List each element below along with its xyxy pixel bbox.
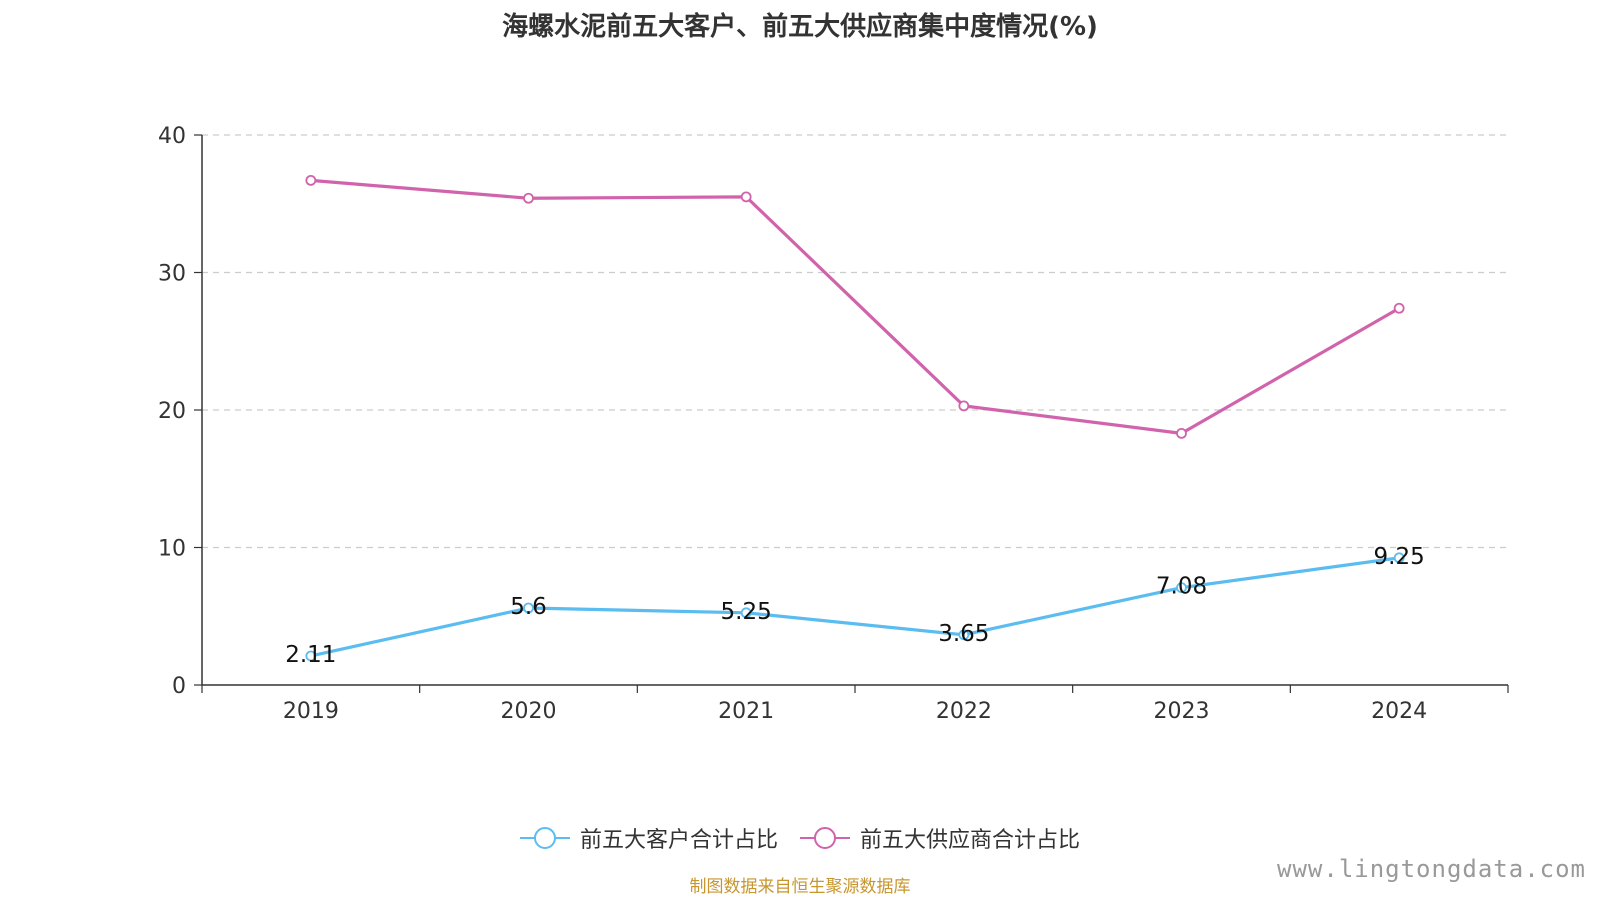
series-1-point-2021: [740, 191, 752, 203]
y-tick-label-40: 40: [158, 124, 186, 149]
source-note: 制图数据来自恒生聚源数据库: [689, 877, 911, 897]
series-0-point-2019: [305, 650, 317, 662]
legend-swatch-customers-icon: [519, 826, 570, 850]
y-tick-label-10: 10: [158, 537, 186, 562]
data-label-2022: 3.65: [938, 621, 989, 647]
series-0-point-2023: [1176, 582, 1187, 594]
chart-title: 海螺水泥前五大客户、前五大供应商集中度情况(%): [502, 12, 1098, 42]
series-0-point-2020: [523, 602, 534, 614]
data-label-2020: 5.6: [510, 594, 547, 620]
legend-item-suppliers[interactable]: 前五大供应商合计占比: [800, 822, 1080, 854]
series-1-point-2020: [523, 192, 534, 204]
y-tick-label-30: 30: [158, 262, 186, 287]
series-0-point-2021: [740, 607, 752, 619]
data-label-2021: 5.25: [721, 599, 772, 625]
data-label-2023: 7.08: [1156, 574, 1207, 600]
legend-swatch-suppliers-icon: [800, 826, 850, 850]
series-line-1: [310, 178, 1400, 435]
series-0-point-2024: [1393, 552, 1405, 564]
data-label-2019: 2.11: [285, 642, 336, 668]
legend-label-suppliers: 前五大供应商合计占比: [860, 828, 1081, 853]
y-tick-label-20: 20: [158, 399, 186, 424]
watermark: www.lingtongdata.com: [1277, 855, 1586, 883]
x-tick-label-2021: 2021: [718, 699, 774, 724]
x-tick-label-2023: 2023: [1154, 699, 1210, 724]
series-line-0: [310, 556, 1400, 658]
line-chart: 0 10 20 30 40 2019 2020 2021 2022 2023 2024 2.11 5.6…: [158, 124, 1509, 724]
x-tick-label-2022: 2022: [936, 699, 992, 724]
x-tick-label-2020: 2020: [501, 699, 557, 724]
series-1-point-2019: [305, 174, 317, 186]
legend-label-customers: 前五大客户合计占比: [579, 828, 778, 853]
series-1-point-2023: [1176, 427, 1187, 439]
series-1-point-2024: [1393, 302, 1405, 314]
series-0-point-2022: [958, 629, 970, 641]
data-label-2024: 9.25: [1374, 544, 1425, 570]
series-1-point-2022: [958, 400, 970, 412]
x-tick-label-2024: 2024: [1371, 699, 1427, 724]
legend-item-customers[interactable]: 前五大客户合计占比: [519, 822, 778, 854]
y-tick-label-0: 0: [172, 674, 186, 699]
chart-legend: 前五大客户合计占比 前五大供应商合计占比: [0, 822, 1600, 854]
x-tick-label-2019: 2019: [283, 699, 339, 724]
